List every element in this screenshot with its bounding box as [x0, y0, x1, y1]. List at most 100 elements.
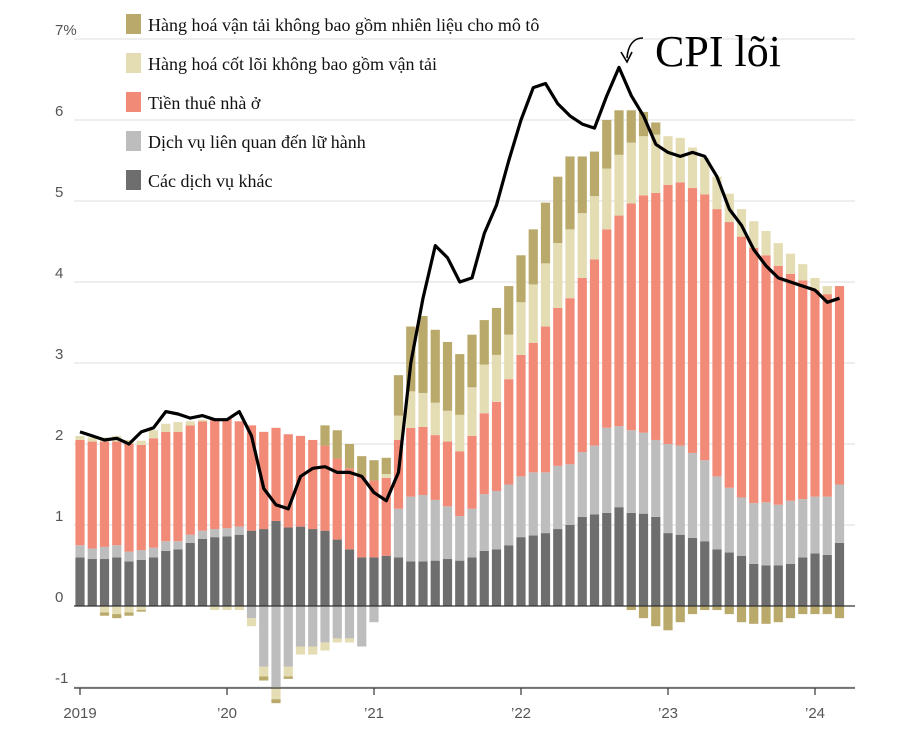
bar-segment — [197, 421, 208, 531]
bar-segment — [112, 441, 122, 546]
bar-segment — [332, 539, 342, 606]
bar-segment — [651, 439, 661, 517]
bar-segment — [577, 277, 587, 453]
bar-segment-negative — [675, 606, 685, 623]
bar-segment — [822, 294, 832, 497]
bar-segment — [259, 431, 269, 530]
bar-segment — [589, 445, 600, 515]
bar-segment — [344, 606, 355, 639]
bar-segment-negative — [810, 606, 820, 615]
bar-segment-negative — [124, 606, 134, 613]
bar-segment — [749, 221, 759, 248]
bar-segment — [810, 496, 820, 554]
legend-swatch — [126, 14, 141, 34]
bar-segment — [589, 514, 600, 606]
bar-segment — [577, 156, 587, 214]
bar-segment — [638, 513, 649, 606]
bar-segment — [516, 354, 526, 477]
bar-segment — [357, 456, 367, 477]
bar-segment — [553, 243, 563, 308]
bar-segment-negative — [99, 612, 110, 616]
bar-segment — [369, 606, 379, 623]
bar-segment — [553, 307, 563, 466]
bar-segment — [234, 526, 244, 535]
bar-segment — [87, 559, 97, 606]
bar-segment — [430, 435, 440, 500]
bar-segment — [528, 342, 538, 473]
bar-segment — [467, 387, 477, 436]
x-axis: 2019 ’20 ’21 ’22 ’23 ’24 — [63, 687, 855, 722]
bar-segment — [724, 487, 734, 553]
bar-segment — [651, 192, 661, 440]
bar-segment — [259, 529, 269, 606]
annotation-arrowhead — [620, 51, 633, 64]
bar-segment — [773, 565, 783, 606]
bar-segment — [822, 496, 832, 555]
bar-segment — [136, 444, 146, 551]
x-tick-label: ’24 — [805, 705, 825, 722]
bar-segment — [246, 606, 257, 619]
bar-segment — [479, 494, 489, 551]
bar-segment — [798, 280, 808, 500]
bar-segment — [822, 554, 832, 606]
bar-segment — [148, 557, 159, 606]
legend-label: Dịch vụ liên quan đến lữ hành — [148, 132, 366, 152]
bar-segment — [442, 441, 453, 507]
bar-segment — [283, 606, 293, 667]
bar-segment — [553, 176, 563, 244]
bar-segment — [418, 426, 428, 496]
bar-segment — [626, 110, 636, 143]
bar-segment — [602, 512, 612, 606]
bar-segment — [271, 427, 281, 521]
y-tick-label: 5 — [55, 184, 63, 201]
bar-segment — [320, 425, 330, 446]
bar-segment — [222, 536, 232, 606]
bar-segment — [406, 496, 416, 562]
bar-segment — [283, 527, 293, 606]
bar-segment — [528, 535, 538, 606]
bar-segment — [761, 565, 771, 606]
bar-segment — [442, 506, 453, 560]
bar-segment — [442, 410, 453, 442]
bar-segment — [467, 557, 477, 606]
bar-segment — [638, 195, 649, 433]
legend-label: Hàng hoá cốt lõi không bao gồm vận tải — [148, 54, 437, 74]
bar-segment — [148, 438, 159, 548]
bar-segment — [320, 606, 330, 643]
bar-segment — [700, 541, 710, 606]
bar-segment — [663, 136, 673, 185]
bar-segment-negative — [798, 606, 808, 615]
bar-segment — [99, 441, 110, 547]
bar-segment — [418, 316, 428, 393]
bar-segment — [540, 326, 551, 473]
bar-segment — [430, 499, 440, 561]
bar-segment — [749, 563, 759, 606]
bar-segment — [785, 253, 796, 274]
bar-segment — [663, 444, 673, 534]
bar-segment — [589, 151, 600, 197]
y-tick-label: 6 — [55, 103, 63, 120]
bar-segment — [197, 530, 208, 539]
bar-segment-negative — [246, 618, 257, 627]
bar-segment — [173, 541, 183, 550]
y-tick-label: 7% — [55, 22, 77, 39]
bar-segment — [332, 430, 342, 459]
x-tick-label: 2019 — [63, 705, 96, 722]
bar-segment — [148, 547, 159, 558]
bar-segment — [418, 561, 428, 606]
bar-segment — [406, 427, 416, 497]
bar-segment — [87, 437, 97, 442]
bar-segment — [834, 484, 845, 543]
bar-segment — [687, 147, 698, 189]
bar-segment — [406, 561, 416, 606]
bar-segment — [185, 425, 195, 535]
bar-segment — [687, 452, 698, 538]
x-tick-label: ’23 — [658, 705, 678, 722]
bar-segment — [516, 255, 526, 303]
bar-segment — [185, 534, 195, 543]
y-tick-label: -1 — [55, 670, 68, 687]
bar-segment — [785, 563, 796, 606]
bar-segment — [810, 277, 820, 291]
bar-segment — [504, 334, 514, 380]
bar-segment-negative — [112, 614, 122, 619]
